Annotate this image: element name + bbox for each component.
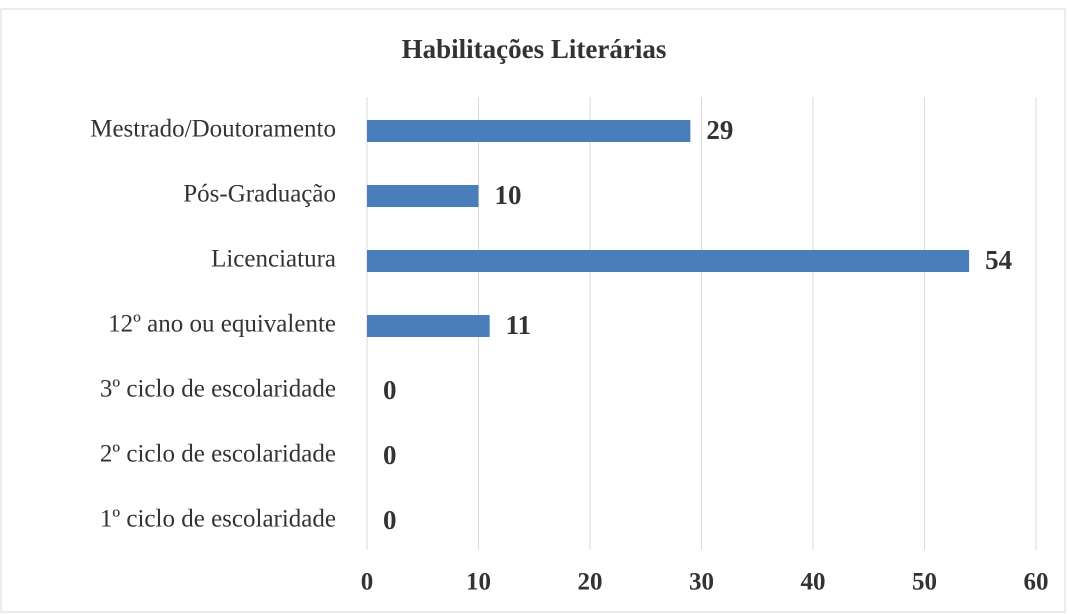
y-tick-label: 3º ciclo de escolaridade xyxy=(100,376,336,403)
x-tick-label: 10 xyxy=(466,569,491,596)
y-tick-label: Mestrado/Doutoramento xyxy=(90,116,336,143)
value-label: 0 xyxy=(383,505,397,535)
bar xyxy=(367,250,970,272)
y-tick-label: 1º ciclo de escolaridade xyxy=(100,506,336,533)
value-label: 0 xyxy=(383,375,397,405)
bar xyxy=(367,315,490,337)
x-tick-label: 0 xyxy=(361,569,374,596)
value-label: 54 xyxy=(985,245,1012,275)
y-tick-label: 12º ano ou equivalente xyxy=(108,311,336,338)
y-tick-label: Licenciatura xyxy=(211,246,336,273)
value-label: 29 xyxy=(706,115,733,145)
value-label: 0 xyxy=(383,440,397,470)
chart-title: Habilitações Literárias xyxy=(402,34,667,64)
y-tick-label: Pós-Graduação xyxy=(183,181,336,208)
value-label: 11 xyxy=(506,310,532,340)
x-tick-label: 30 xyxy=(689,569,714,596)
x-tick-label: 60 xyxy=(1024,569,1049,596)
bar xyxy=(367,185,479,207)
chart-border xyxy=(0,8,1066,613)
x-tick-label: 20 xyxy=(578,569,603,596)
x-tick-label: 50 xyxy=(912,569,937,596)
x-tick-label: 40 xyxy=(801,569,826,596)
y-tick-label: 2º ciclo de escolaridade xyxy=(100,441,336,468)
value-label: 10 xyxy=(495,180,522,210)
bar xyxy=(367,120,691,142)
